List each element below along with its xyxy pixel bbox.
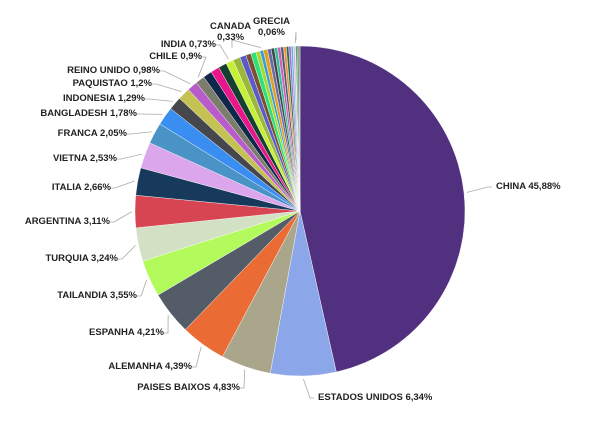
leader-line (110, 211, 133, 223)
leader-line (117, 153, 143, 160)
slice-label: PAQUISTAO 1,2% (72, 78, 152, 89)
slice-label: GRECIA 0,06% (253, 16, 290, 38)
slice-label: ITALIA 2,66% (51, 182, 111, 193)
leader-line (216, 44, 229, 60)
slice-label: FRANCA 2,05% (57, 128, 127, 139)
leader-line (111, 180, 135, 189)
slice-label: INDONESIA 1,29% (62, 93, 145, 104)
slice-label: VIETNA 2,53% (52, 153, 117, 164)
leader-line (192, 346, 202, 368)
leader-line (164, 315, 169, 334)
leader-line (466, 186, 492, 193)
leader-line (152, 83, 182, 93)
slice-label: INDIA 0,73% (160, 39, 216, 50)
slice-label: ESPANHA 4,21% (89, 327, 164, 338)
slice-label: ESTADOS UNIDOS 6,34% (318, 392, 433, 403)
leader-line (231, 39, 261, 49)
leader-line (118, 244, 136, 260)
pie-slice-china (299, 45, 466, 373)
leader-line (240, 369, 246, 389)
slice-label: ALEMANHA 4,39% (108, 361, 192, 372)
slice-label: TURQUIA 3,24% (45, 253, 119, 264)
leader-line (160, 70, 191, 85)
leader-line (145, 98, 173, 102)
slice-label: CHINA 45,88% (496, 181, 561, 192)
slice-label: CANADA 0,33% (210, 21, 252, 43)
leader-line (127, 131, 152, 135)
slice-label: REINO UNIDO 0,98% (67, 65, 160, 76)
slice-label: TAILANDIA 3,55% (57, 290, 137, 301)
slice-label: CHILE 0,9% (149, 51, 202, 62)
pie-slice (298, 45, 301, 212)
leader-line (302, 378, 314, 399)
slice-label: BANGLADESH 1,78% (40, 108, 137, 119)
leader-line (197, 56, 207, 78)
slice-label: ARGENTINA 3,11% (24, 216, 110, 227)
leader-line (137, 279, 148, 297)
slice-label: PAISES BAIXOS 4,83% (137, 382, 240, 393)
leader-line (294, 31, 297, 44)
